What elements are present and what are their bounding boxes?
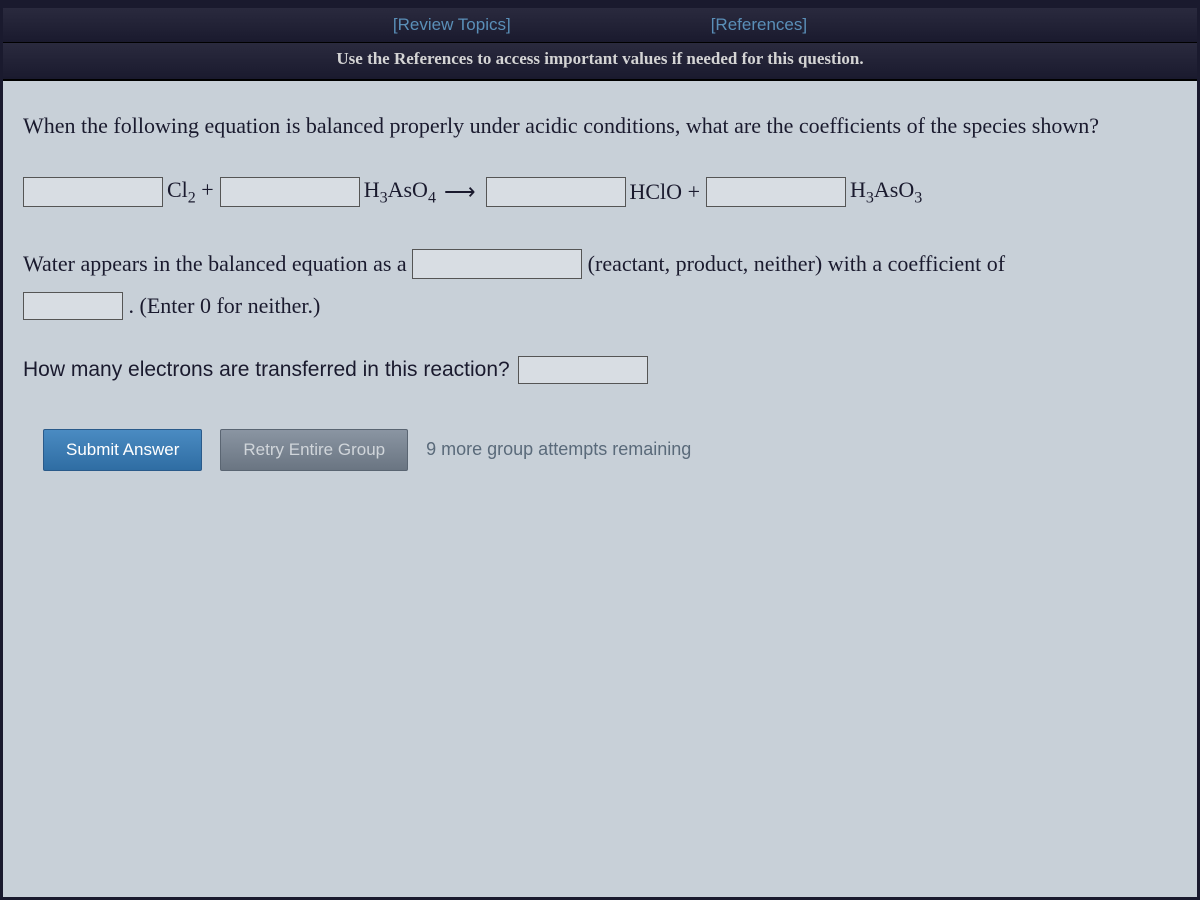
question-prompt: When the following equation is balanced …: [23, 111, 1177, 142]
water-text-1: Water appears in the balanced equation a…: [23, 251, 412, 276]
button-row: Submit Answer Retry Entire Group 9 more …: [43, 429, 1177, 471]
submit-button[interactable]: Submit Answer: [43, 429, 202, 471]
water-coef-input[interactable]: [23, 292, 123, 320]
coef-input-cl2[interactable]: [23, 177, 163, 207]
water-text-3: . (Enter 0 for neither.): [129, 293, 321, 318]
references-link[interactable]: [References]: [711, 15, 807, 35]
content-area: When the following equation is balanced …: [3, 81, 1197, 501]
species-cl2: Cl2 +: [167, 177, 214, 207]
coef-input-hclo[interactable]: [486, 177, 626, 207]
electrons-question: How many electrons are transferred in th…: [23, 356, 1177, 384]
species-hclo: HClO +: [630, 179, 700, 205]
water-text-2: (reactant, product, neither) with a coef…: [588, 251, 1005, 276]
top-link-bar: [Review Topics] [References]: [3, 8, 1197, 43]
retry-button[interactable]: Retry Entire Group: [220, 429, 408, 471]
question-frame: [Review Topics] [References] Use the Ref…: [0, 0, 1200, 900]
reaction-arrow-icon: ⟶: [444, 179, 476, 205]
instruction-text: Use the References to access important v…: [3, 43, 1197, 81]
water-role-input[interactable]: [412, 249, 582, 279]
water-question: Water appears in the balanced equation a…: [23, 242, 1177, 326]
review-topics-link[interactable]: [Review Topics]: [393, 15, 511, 35]
species-h3aso3: H3AsO3: [850, 177, 922, 207]
coef-input-h3aso4[interactable]: [220, 177, 360, 207]
coef-input-h3aso3[interactable]: [706, 177, 846, 207]
attempts-remaining: 9 more group attempts remaining: [426, 439, 691, 460]
equation-row: Cl2 + H3AsO4 ⟶ HClO + H3AsO3: [23, 177, 1177, 207]
species-h3aso4: H3AsO4: [364, 177, 436, 207]
electrons-prompt: How many electrons are transferred in th…: [23, 358, 510, 382]
electrons-input[interactable]: [518, 356, 648, 384]
